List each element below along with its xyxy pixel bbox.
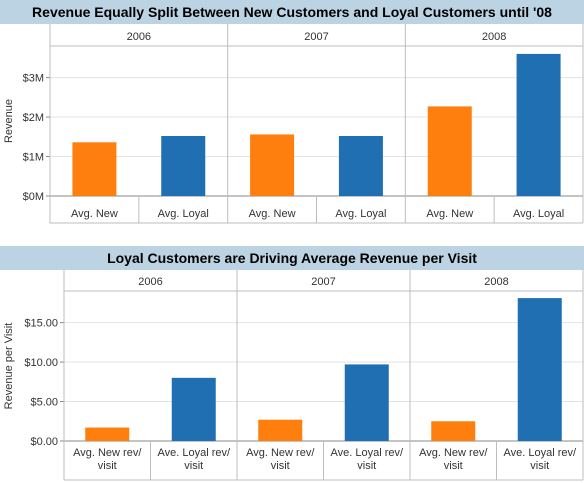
category-label: Avg. New: [426, 208, 473, 220]
bar-2008-1: [517, 298, 562, 441]
y-tick-label: $5.00: [30, 397, 58, 409]
bar-2008-1: [516, 53, 561, 196]
category-label: Ave. Loyal rev/: [503, 447, 577, 459]
revenue-chart: $0M $1M $2M $3M Revenue 2006 Avg. New Avg. Loya…: [3, 24, 584, 224]
chart-1-title: Revenue Equally Split Between New Custom…: [0, 0, 584, 24]
revenue-per-visit-chart: $0.00 $5.00 $10.00 $15.00 Revenue per Visit 2…: [3, 270, 584, 481]
y-tick-label: $1M: [23, 152, 44, 164]
category-label: Ave. Loyal rev/: [330, 447, 404, 459]
panel-header-2008: 2008: [482, 31, 506, 43]
y-tick-label: $15.00: [24, 318, 58, 330]
bar-2008-0: [427, 106, 472, 196]
category-label: Avg. New rev/: [246, 447, 315, 459]
category-label: visit: [184, 460, 203, 472]
bar-2006-0: [85, 427, 130, 441]
y-tick-label: $2M: [23, 112, 44, 124]
category-label: Avg. New rev/: [73, 447, 142, 459]
category-label: Avg. New rev/: [419, 447, 488, 459]
y-tick-label: $3M: [23, 73, 44, 85]
y-tick-label: $0M: [23, 191, 44, 203]
category-label: visit: [98, 460, 117, 472]
bar-2007-1: [344, 364, 389, 441]
y-axis-label: Revenue: [3, 99, 15, 143]
panel-header-2007: 2007: [311, 276, 335, 288]
category-label: Avg. Loyal: [158, 208, 209, 220]
category-label: Avg. New: [71, 208, 118, 220]
bar-2007-1: [338, 136, 383, 196]
category-label: Avg. Loyal: [335, 208, 386, 220]
y-axis-label: Revenue per Visit: [3, 323, 15, 410]
y-tick-label: $10.00: [24, 357, 58, 369]
bar-2006-1: [161, 136, 206, 196]
bar-2006-1: [171, 377, 216, 441]
y-tick-label: $0.00: [30, 436, 58, 448]
category-label: visit: [357, 460, 376, 472]
panel-header-2006: 2006: [127, 31, 151, 43]
panel-header-2008: 2008: [484, 276, 508, 288]
category-label: Ave. Loyal rev/: [157, 447, 231, 459]
category-label: visit: [271, 460, 290, 472]
chart-2-title: Loyal Customers are Driving Average Reve…: [0, 246, 584, 270]
bar-2007-0: [258, 419, 303, 441]
bar-2006-0: [72, 142, 117, 196]
category-label: visit: [444, 460, 463, 472]
panel-header-2006: 2006: [138, 276, 162, 288]
category-label: Avg. New: [249, 208, 296, 220]
bar-2007-0: [250, 134, 295, 196]
category-label: Avg. Loyal: [513, 208, 564, 220]
category-label: visit: [530, 460, 549, 472]
panel-header-2007: 2007: [304, 31, 328, 43]
bar-2008-0: [431, 421, 476, 441]
